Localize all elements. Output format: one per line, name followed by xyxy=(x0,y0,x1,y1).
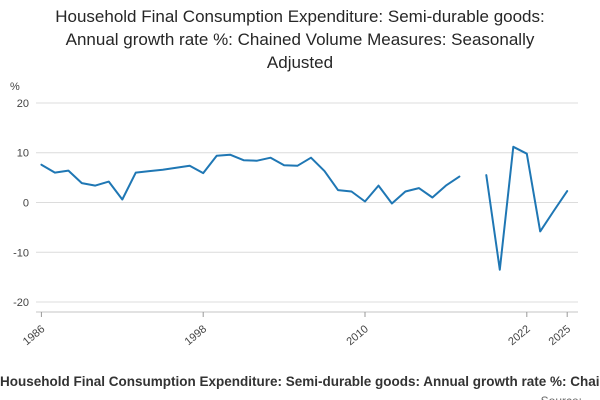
y-tick-label: -10 xyxy=(13,247,29,259)
x-tick-label: 1998 xyxy=(183,323,209,348)
y-tick-label: 20 xyxy=(17,98,29,110)
x-tick-label: 1986 xyxy=(21,323,47,348)
y-tick-label: 0 xyxy=(23,197,29,209)
x-tick-label: 2010 xyxy=(344,323,370,348)
y-axis-unit-label: % xyxy=(10,81,20,93)
y-tick-label: 10 xyxy=(17,148,29,160)
chart-area: 20 10 0 -10 -20% 1986 1998 2010 2022 2025 xyxy=(0,77,600,367)
footer-series-title-wrap: Household Final Consumption Expenditure:… xyxy=(0,373,600,391)
x-tick-label: 2022 xyxy=(506,323,532,348)
chart-title: Household Final Consumption Expenditure:… xyxy=(55,7,545,72)
series-line xyxy=(40,145,569,271)
y-tick-label: -20 xyxy=(13,297,29,309)
x-tick-label: 2025 xyxy=(547,323,573,348)
footer-series-title: Household Final Consumption Expenditure:… xyxy=(0,373,600,389)
source-label: Source: xyxy=(0,394,600,400)
